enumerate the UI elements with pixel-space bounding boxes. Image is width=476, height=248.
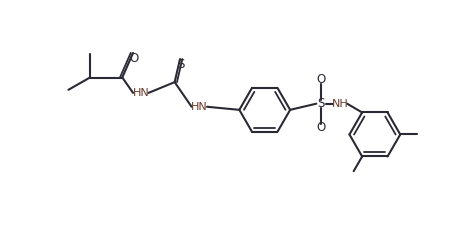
Text: HN: HN (191, 102, 208, 112)
Text: NH: NH (332, 99, 348, 109)
Text: O: O (129, 52, 139, 65)
Text: S: S (317, 97, 325, 110)
Text: O: O (317, 73, 326, 86)
Text: HN: HN (132, 88, 149, 98)
Text: O: O (317, 121, 326, 134)
Text: S: S (177, 58, 185, 71)
